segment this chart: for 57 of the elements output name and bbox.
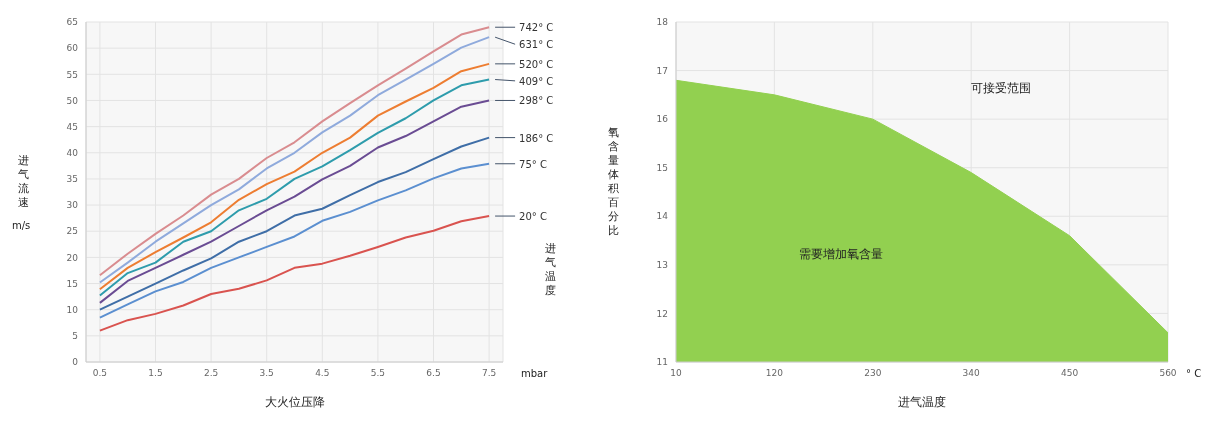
x-tick-label: 1.5: [148, 368, 163, 379]
y-tick-label: 10: [66, 304, 79, 315]
text: 186° C: [519, 132, 554, 144]
y-tick-label: 12: [656, 308, 668, 319]
y-tick-label: 50: [66, 95, 79, 106]
y-tick-label: 14: [656, 211, 669, 222]
y-tick-label: 20: [66, 252, 79, 263]
y-tick-label: 11: [656, 357, 668, 368]
text: m/s: [12, 220, 31, 231]
x-tick-label: 10: [670, 368, 682, 379]
y-tick-label: 18: [656, 17, 669, 28]
y-tick-label: 17: [656, 65, 668, 76]
x-tick-label: 2.5: [203, 368, 219, 379]
y-tick-label: 25: [66, 226, 78, 237]
text: 298° C: [519, 95, 554, 107]
y-tick-label: 5: [72, 331, 78, 342]
x-tick-label: 3.5: [259, 368, 274, 379]
y-tick-label: 35: [66, 174, 78, 185]
text: 520° C: [519, 58, 554, 70]
line-series: [98, 215, 491, 332]
y-tick-label: 60: [66, 43, 79, 54]
text: ° C: [1186, 368, 1202, 379]
text: mbar: [521, 368, 548, 379]
x-tick-label: 230: [864, 368, 882, 379]
annotation: 需要增加氧含量: [799, 246, 883, 264]
text: 20° C: [519, 211, 547, 223]
x-tick-label: 5.5: [370, 368, 386, 379]
y-tick-label: 45: [66, 121, 78, 132]
text: 742° C: [519, 22, 554, 34]
x-axis-title: 大火位压降: [263, 394, 326, 411]
y-tick-label: 15: [66, 278, 78, 289]
x-axis-title: 进气温度: [897, 394, 947, 411]
x-tick-label: 6.5: [426, 368, 441, 379]
x-tick-label: 0.5: [92, 368, 108, 379]
y-axis-title: 氧含量体积百分比: [606, 126, 620, 238]
x-tick-label: 7.5: [481, 368, 497, 379]
y-tick-label: 13: [656, 260, 668, 271]
y-tick-label: 65: [66, 17, 78, 28]
x-tick-label: 4.5: [315, 368, 330, 379]
text: 75° C: [519, 158, 547, 170]
y-tick-label: 15: [656, 162, 668, 173]
y-tick-label: 40: [66, 147, 79, 158]
y-tick-label: 16: [656, 114, 669, 125]
y-axis-title: 进气流速: [16, 154, 30, 210]
annotation: 可接受范围: [971, 79, 1032, 97]
y-tick-label: 30: [66, 200, 79, 211]
x-tick-label: 120: [765, 368, 784, 379]
legend-title: 进气温度: [543, 242, 557, 298]
line-series: [98, 162, 491, 319]
x-tick-label: 340: [962, 368, 981, 379]
x-tick-label: 450: [1061, 368, 1079, 379]
text: 409° C: [519, 75, 554, 87]
y-tick-label: 55: [66, 69, 78, 80]
y-tick-label: 0: [72, 357, 79, 368]
text: 631° C: [519, 39, 554, 51]
x-tick-label: 560: [1159, 368, 1177, 379]
line-series: [98, 136, 491, 311]
